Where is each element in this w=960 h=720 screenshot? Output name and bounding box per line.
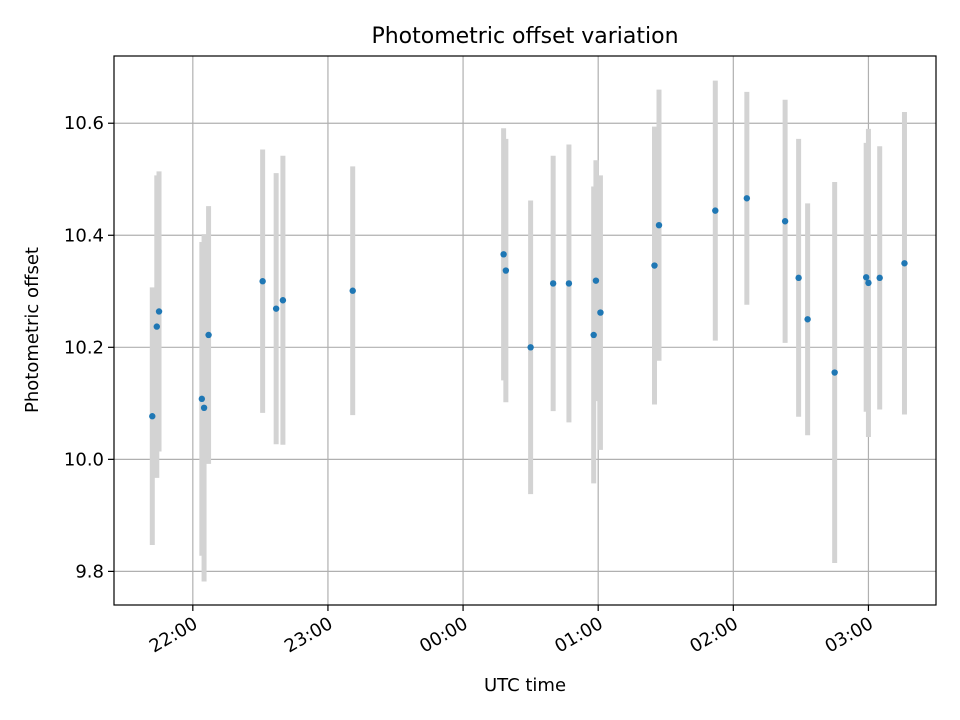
data-point xyxy=(781,218,789,225)
data-point xyxy=(597,309,604,316)
y-tick-label: 10.6 xyxy=(64,113,104,134)
point-layer xyxy=(149,195,908,420)
grid-layer xyxy=(114,56,936,605)
data-point xyxy=(655,221,663,229)
data-point xyxy=(901,260,908,267)
y-tick-label: 10.0 xyxy=(64,449,104,470)
y-tick-label: 10.4 xyxy=(64,225,104,246)
data-point xyxy=(205,331,212,339)
data-point xyxy=(549,280,557,287)
data-point xyxy=(527,344,534,351)
y-tick-label: 9.8 xyxy=(75,561,104,582)
data-point xyxy=(876,274,883,282)
data-point xyxy=(592,277,600,284)
data-point xyxy=(349,287,356,294)
data-point xyxy=(200,404,208,412)
x-tick-label: 00:00 xyxy=(416,613,471,657)
x-tick-label: 23:00 xyxy=(281,613,336,657)
x-tick-label: 22:00 xyxy=(146,613,201,657)
data-point xyxy=(502,267,510,274)
x-tick-label: 01:00 xyxy=(551,613,606,657)
data-point xyxy=(804,316,811,323)
data-point xyxy=(259,278,266,285)
plot-frame xyxy=(113,55,937,606)
data-point xyxy=(795,274,802,282)
chart-title: Photometric offset variation xyxy=(371,24,678,49)
data-point xyxy=(279,297,287,304)
data-point xyxy=(831,369,838,376)
x-tick-label: 03:00 xyxy=(822,613,877,657)
data-point xyxy=(198,395,206,403)
data-point xyxy=(149,413,156,420)
x-axis-label: UTC time xyxy=(484,675,566,696)
x-tick-label: 02:00 xyxy=(686,613,741,657)
data-point xyxy=(500,251,507,258)
data-point xyxy=(651,262,658,269)
tick-layer: 22:00 23:00 00:00 01:00 02:00 03:00 9.8 10.0 10.… xyxy=(64,113,877,657)
data-point xyxy=(862,274,870,281)
y-tick-label: 10.2 xyxy=(64,337,104,358)
data-point xyxy=(865,279,872,287)
data-point xyxy=(590,331,597,339)
data-point xyxy=(565,280,573,287)
data-point xyxy=(155,308,163,315)
data-point xyxy=(153,323,160,330)
data-point xyxy=(743,195,751,202)
data-point xyxy=(712,207,719,214)
y-axis-label: Photometric offset xyxy=(22,247,43,413)
errorbar-layer xyxy=(149,80,907,582)
data-point xyxy=(272,305,280,312)
